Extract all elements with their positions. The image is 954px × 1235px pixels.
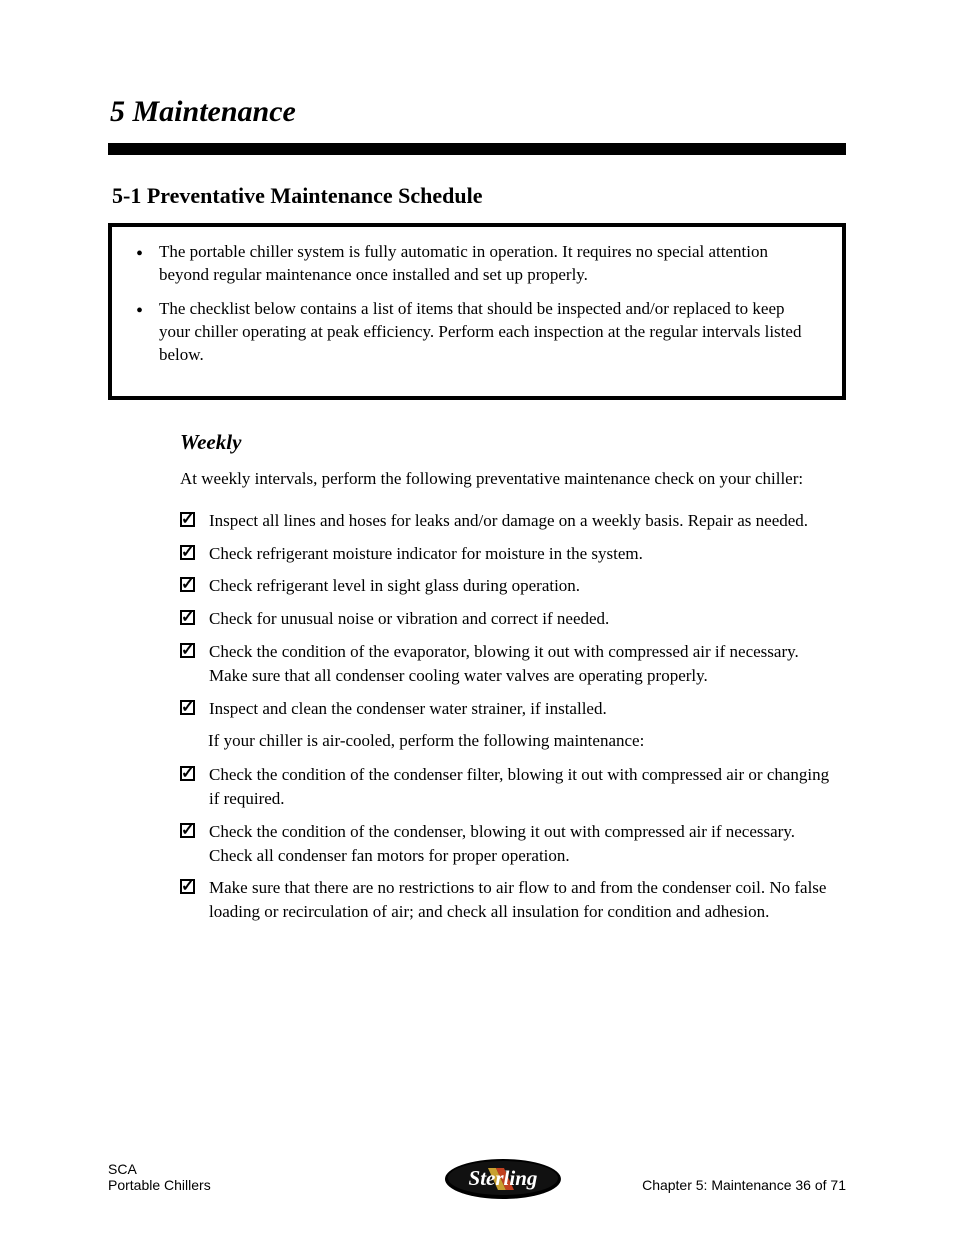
sub-checklist-intro: If your chiller is air-cooled, perform t… (108, 729, 846, 753)
checklist-text: Check refrigerant level in sight glass d… (209, 574, 840, 598)
checkbox-icon (180, 700, 195, 715)
checklist-item: Check the condition of the condenser, bl… (180, 820, 840, 868)
checklist-item: Check the condition of the evaporator, b… (180, 640, 840, 688)
checklist-item: Make sure that there are no restrictions… (180, 876, 840, 924)
checklist-item: Check the condition of the condenser fil… (180, 763, 840, 811)
box-item: The checklist below contains a list of i… (134, 298, 816, 367)
checklist-text: Check the condition of the condenser, bl… (209, 820, 840, 868)
checklist-item: Inspect all lines and hoses for leaks an… (180, 509, 840, 533)
subsection-intro: At weekly intervals, perform the followi… (108, 467, 846, 491)
subsection-heading: Weekly (108, 428, 846, 457)
checklist-item: Check refrigerant level in sight glass d… (180, 574, 840, 598)
checklist-text: Make sure that there are no restrictions… (209, 876, 840, 924)
box-item: The portable chiller system is fully aut… (134, 241, 816, 287)
chapter-heading: 5 Maintenance (108, 95, 846, 129)
footer-left: SCAPortable Chillers (108, 1161, 211, 1193)
notice-box: The portable chiller system is fully aut… (108, 223, 846, 400)
checklist-item: Check refrigerant moisture indicator for… (180, 542, 840, 566)
checkbox-icon (180, 879, 195, 894)
checklist-text: Check the condition of the evaporator, b… (209, 640, 840, 688)
checklist-item: Check for unusual noise or vibration and… (180, 607, 840, 631)
checkbox-icon (180, 577, 195, 592)
sub-checklist: Check the condition of the condenser fil… (108, 763, 846, 924)
checkbox-icon (180, 643, 195, 658)
checklist-text: Check for unusual noise or vibration and… (209, 607, 840, 631)
footer-right: Chapter 5: Maintenance 36 of 71 (642, 1177, 846, 1193)
section-heading: 5-1 Preventative Maintenance Schedule (108, 183, 846, 209)
logo-text: Sterling (469, 1166, 538, 1190)
checkbox-icon (180, 610, 195, 625)
main-checklist: Inspect all lines and hoses for leaks an… (108, 509, 846, 721)
checklist-text: Inspect all lines and hoses for leaks an… (209, 509, 840, 533)
checkbox-icon (180, 766, 195, 781)
checklist-text: Check refrigerant moisture indicator for… (209, 542, 840, 566)
heavy-rule (108, 143, 846, 155)
checkbox-icon (180, 545, 195, 560)
checkbox-icon (180, 823, 195, 838)
sterling-logo: Sterling (444, 1156, 562, 1207)
checklist-text: Check the condition of the condenser fil… (209, 763, 840, 811)
checklist-text: Inspect and clean the condenser water st… (209, 697, 840, 721)
checkbox-icon (180, 512, 195, 527)
checklist-item: Inspect and clean the condenser water st… (180, 697, 840, 721)
